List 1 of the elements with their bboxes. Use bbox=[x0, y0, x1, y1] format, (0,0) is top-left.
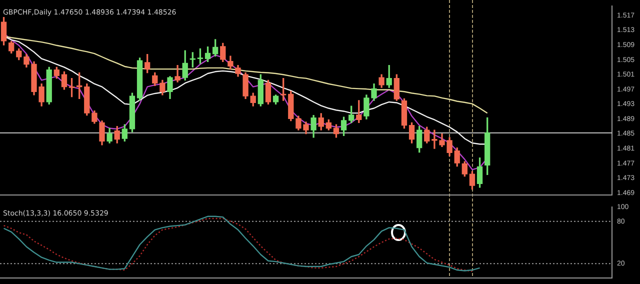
candlestick bbox=[174, 65, 180, 82]
